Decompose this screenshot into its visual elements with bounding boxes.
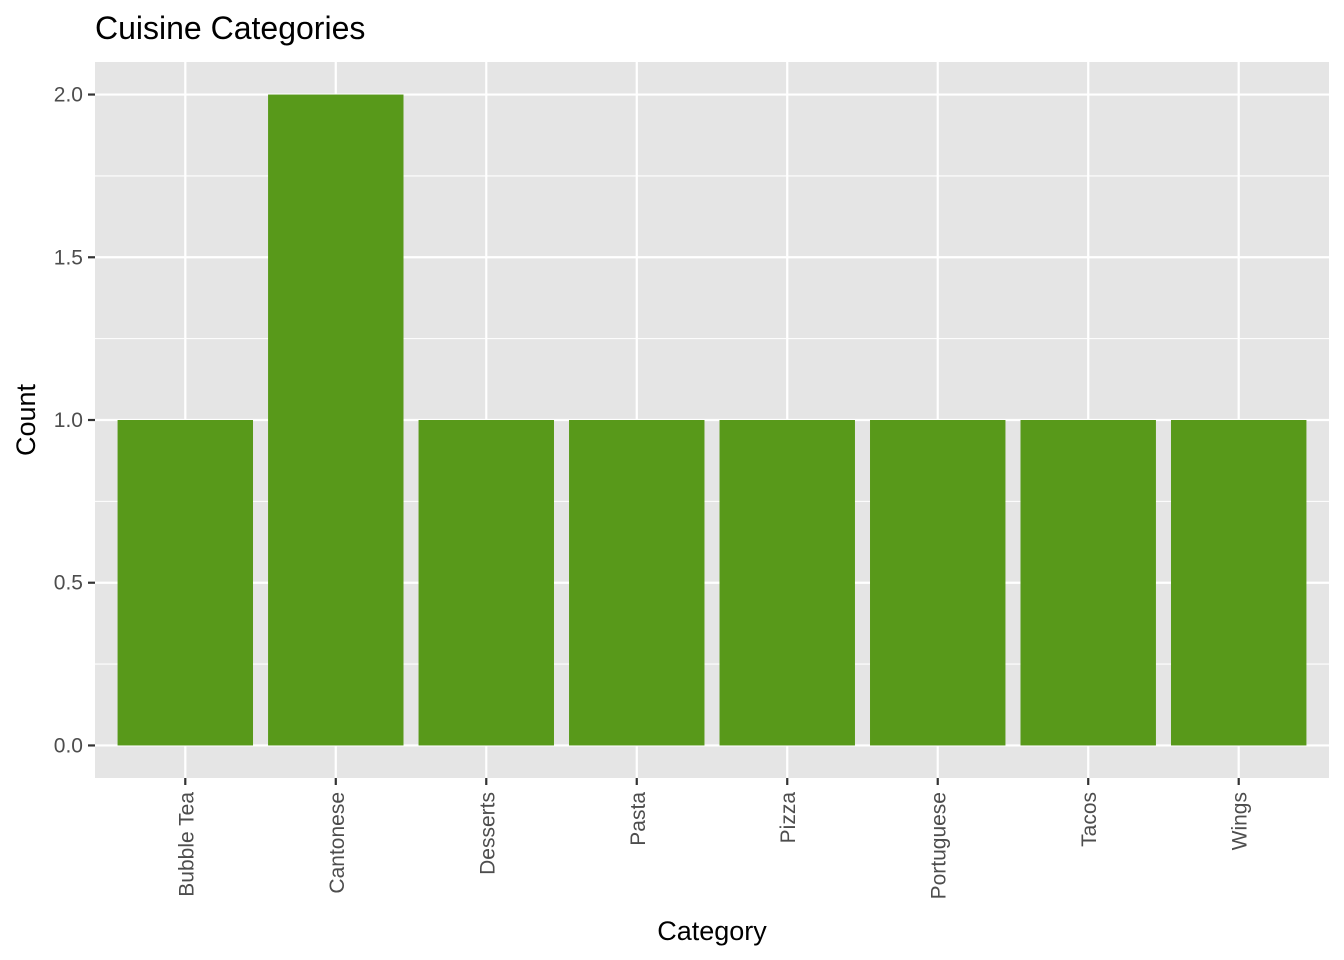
y-axis-ticks: 0.0 0.5 1.0 1.5 2.0 bbox=[54, 84, 95, 757]
x-tick-label: Cantonese bbox=[326, 792, 349, 894]
x-tick-label: Wings bbox=[1229, 792, 1252, 850]
x-tick-label: Pasta bbox=[627, 792, 650, 846]
x-tick-label: Desserts bbox=[476, 792, 499, 875]
y-tick-label: 1.0 bbox=[54, 409, 83, 432]
bar bbox=[418, 420, 554, 746]
bar bbox=[117, 420, 254, 746]
chart-title: Cuisine Categories bbox=[95, 10, 365, 46]
y-axis-title: Count bbox=[11, 383, 41, 456]
y-tick-label: 1.5 bbox=[54, 246, 83, 269]
bar bbox=[569, 420, 705, 746]
x-axis-ticks: Bubble Tea Cantonese Desserts Pasta Pizza Por… bbox=[175, 778, 1252, 899]
x-tick-label: Pizza bbox=[777, 792, 800, 844]
bar bbox=[268, 94, 404, 746]
bars-group bbox=[117, 94, 1307, 746]
x-axis-title: Category bbox=[657, 916, 767, 946]
bar bbox=[1170, 420, 1307, 746]
bar bbox=[719, 420, 855, 746]
x-tick-label: Portuguese bbox=[928, 792, 951, 899]
y-tick-label: 0.0 bbox=[54, 734, 83, 757]
y-tick-label: 0.5 bbox=[54, 572, 83, 595]
y-tick-label: 2.0 bbox=[54, 84, 83, 107]
x-tick-label: Bubble Tea bbox=[175, 792, 198, 897]
bar bbox=[1020, 420, 1156, 746]
x-tick-label: Tacos bbox=[1078, 792, 1101, 847]
bar bbox=[870, 420, 1006, 746]
